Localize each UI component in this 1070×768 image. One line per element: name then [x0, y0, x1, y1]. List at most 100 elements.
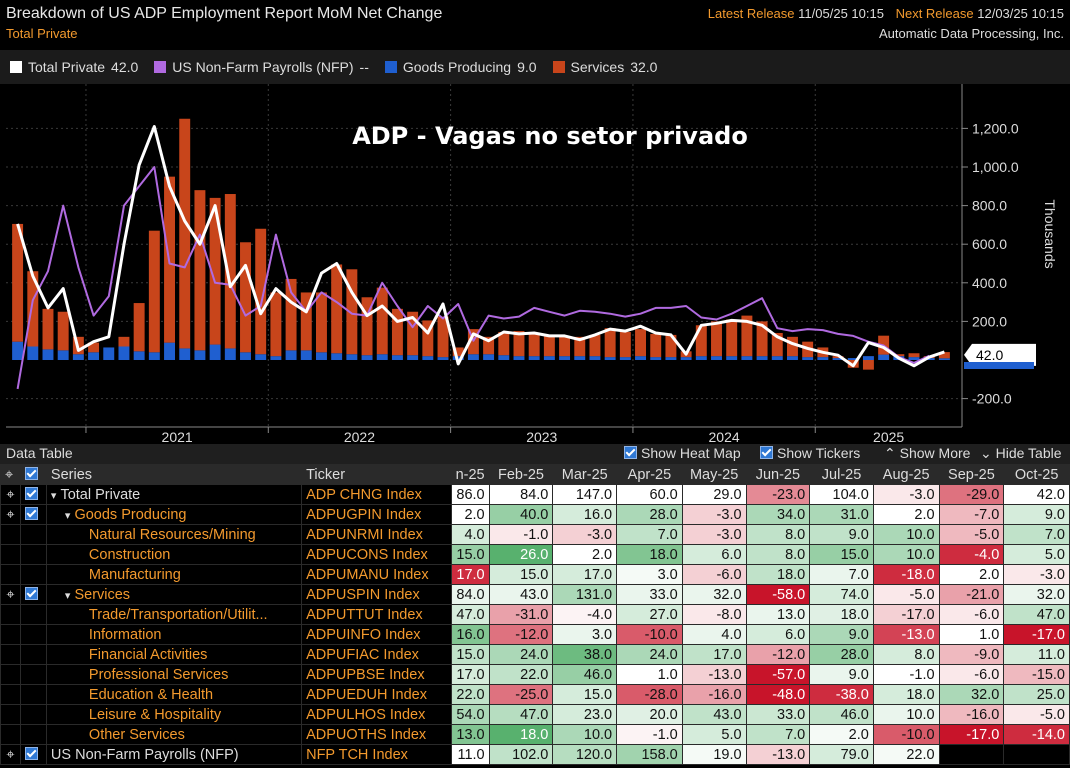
- table-row[interactable]: Trade/Transportation/Utilit... ADPUTTUT I…: [0, 604, 1070, 625]
- row-checkbox[interactable]: [19, 684, 47, 705]
- crosshair-icon[interactable]: [0, 664, 21, 685]
- crosshair-icon[interactable]: [0, 624, 21, 645]
- col-header-month[interactable]: Feb-25: [488, 464, 554, 485]
- hide-table-button[interactable]: ⌄ Hide Table: [980, 445, 1062, 462]
- row-checkbox[interactable]: [19, 644, 47, 665]
- expand-triangle-icon[interactable]: ▾: [64, 589, 71, 602]
- col-header-month[interactable]: Sep-25: [938, 464, 1005, 485]
- legend-item-goods[interactable]: Goods Producing 9.0: [384, 59, 537, 75]
- value-cell: 147.0: [552, 484, 618, 505]
- crosshair-icon[interactable]: [0, 704, 21, 725]
- header: Breakdown of US ADP Employment Report Mo…: [0, 0, 1070, 48]
- value-cell: 24.0: [488, 644, 554, 665]
- crosshair-icon[interactable]: [0, 544, 21, 565]
- show-tickers-toggle[interactable]: Show Tickers: [760, 445, 860, 461]
- crosshair-icon[interactable]: [0, 684, 21, 705]
- row-checkbox[interactable]: [19, 584, 47, 605]
- series-cell: Information: [45, 624, 303, 645]
- crosshair-icon[interactable]: ⌖: [0, 584, 21, 605]
- col-header-month[interactable]: Apr-25: [616, 464, 683, 485]
- show-more-label: Show More: [899, 445, 971, 461]
- row-checkbox[interactable]: [19, 564, 47, 585]
- row-checkbox[interactable]: [19, 624, 47, 645]
- table-row[interactable]: Financial Activities ADPUFIAC Index 15.0 24…: [0, 644, 1070, 665]
- show-heat-map-toggle[interactable]: Show Heat Map: [624, 445, 741, 461]
- table-row[interactable]: Other Services ADPUOTHS Index 13.0 18.0 10.0…: [0, 724, 1070, 745]
- legend-item-nfp[interactable]: US Non-Farm Payrolls (NFP) --: [154, 59, 369, 75]
- value-cell: -6.0: [938, 664, 1005, 685]
- expand-triangle-icon[interactable]: ▾: [64, 509, 71, 522]
- row-checkbox[interactable]: [19, 604, 47, 625]
- crosshair-icon[interactable]: ⌖: [0, 744, 21, 765]
- bar-goods-producing: [407, 355, 419, 360]
- col-header-series[interactable]: Series: [45, 464, 303, 485]
- value-cell: 32.0: [1003, 584, 1070, 605]
- series-cell: US Non-Farm Payrolls (NFP): [45, 744, 303, 765]
- value-cell: 10.0: [552, 724, 618, 745]
- overlay-title: ADP - Vagas no setor privado: [352, 122, 748, 150]
- table-row[interactable]: ⌖ ▾ Services ADPUSPIN Index 84.0 43.0 131.0 33.…: [0, 584, 1070, 605]
- table-row[interactable]: Professional Services ADPUPBSE Index 17.0 2…: [0, 664, 1070, 685]
- bar-goods-producing: [391, 355, 403, 360]
- table-row[interactable]: Construction ADPUCONS Index 15.0 26.0 2.0 18.…: [0, 544, 1070, 565]
- row-checkbox[interactable]: [19, 544, 47, 565]
- table-row[interactable]: Information ADPUINFO Index 16.0 -12.0 3.0 -10…: [0, 624, 1070, 645]
- row-checkbox[interactable]: [19, 744, 47, 765]
- value-cell: 15.0: [488, 564, 554, 585]
- row-checkbox[interactable]: [19, 664, 47, 685]
- crosshair-icon[interactable]: [0, 724, 21, 745]
- value-cell: -38.0: [809, 684, 874, 705]
- show-more-button[interactable]: ⌃ Show More: [884, 445, 970, 462]
- value-cell: 47.0: [450, 604, 490, 625]
- legend-label: Total Private: [28, 59, 106, 75]
- crosshair-icon[interactable]: ⌖: [0, 464, 21, 485]
- value-cell: 2.0: [938, 564, 1005, 585]
- row-checkbox[interactable]: [19, 484, 47, 505]
- table-row[interactable]: Education & Health ADPUEDUH Index 22.0 -25.…: [0, 684, 1070, 705]
- row-checkbox[interactable]: [19, 704, 47, 725]
- bar-goods-producing: [437, 357, 449, 360]
- table-row[interactable]: ⌖ ▾ Goods Producing ADPUGPIN Index 2.0 40.0 16…: [0, 504, 1070, 525]
- legend-item-total-private[interactable]: Total Private 42.0: [10, 59, 138, 75]
- value-cell: 17.0: [552, 564, 618, 585]
- crosshair-icon[interactable]: ⌖: [0, 504, 21, 525]
- ticker-cell: ADPUEDUH Index: [301, 684, 452, 705]
- crosshair-icon[interactable]: [0, 564, 21, 585]
- col-header-month[interactable]: May-25: [681, 464, 747, 485]
- row-checkbox[interactable]: [19, 504, 47, 525]
- checkbox-icon: [24, 586, 38, 600]
- row-checkbox[interactable]: [19, 724, 47, 745]
- value-cell: -15.0: [1003, 664, 1070, 685]
- col-header-month[interactable]: Oct-25: [1003, 464, 1070, 485]
- table-row[interactable]: Leisure & Hospitality ADPULHOS Index 54.0 4…: [0, 704, 1070, 725]
- bar-goods-producing: [103, 347, 115, 360]
- table-row[interactable]: ⌖ ▾ Total Private ADP CHNG Index 86.0 84.0 147…: [0, 484, 1070, 505]
- crosshair-icon[interactable]: [0, 524, 21, 545]
- row-checkbox[interactable]: [19, 524, 47, 545]
- table-row[interactable]: Natural Resources/Mining ADPUNRMI Index 4.…: [0, 524, 1070, 545]
- col-header-month[interactable]: Mar-25: [552, 464, 618, 485]
- crosshair-icon[interactable]: [0, 604, 21, 625]
- col-header-month[interactable]: Aug-25: [872, 464, 940, 485]
- crosshair-icon[interactable]: ⌖: [0, 484, 21, 505]
- legend-item-services[interactable]: Services 32.0: [552, 59, 657, 75]
- col-header-month[interactable]: n-25: [450, 464, 490, 485]
- select-all-checkbox[interactable]: [19, 464, 47, 485]
- series-label: Financial Activities: [88, 646, 208, 663]
- value-cell: 7.0: [809, 564, 874, 585]
- value-cell: 1.0: [938, 624, 1005, 645]
- col-header-month[interactable]: Jul-25: [809, 464, 874, 485]
- crosshair-icon[interactable]: [0, 644, 21, 665]
- bar-services: [711, 321, 722, 357]
- hide-table-label: Hide Table: [995, 445, 1062, 461]
- col-header-month[interactable]: Jun-25: [745, 464, 811, 485]
- bar-goods-producing: [164, 342, 176, 360]
- series-label: Services: [74, 586, 131, 603]
- value-cell: 17.0: [681, 644, 747, 665]
- expand-triangle-icon[interactable]: ▾: [50, 489, 57, 502]
- table-row[interactable]: ⌖ US Non-Farm Payrolls (NFP) NFP TCH Index…: [0, 744, 1070, 765]
- x-tick-label: 2024: [709, 429, 740, 444]
- table-row[interactable]: Manufacturing ADPUMANU Index 17.0 15.0 17.0 3…: [0, 564, 1070, 585]
- bar-goods-producing: [376, 354, 388, 360]
- col-header-ticker[interactable]: Ticker: [301, 464, 452, 485]
